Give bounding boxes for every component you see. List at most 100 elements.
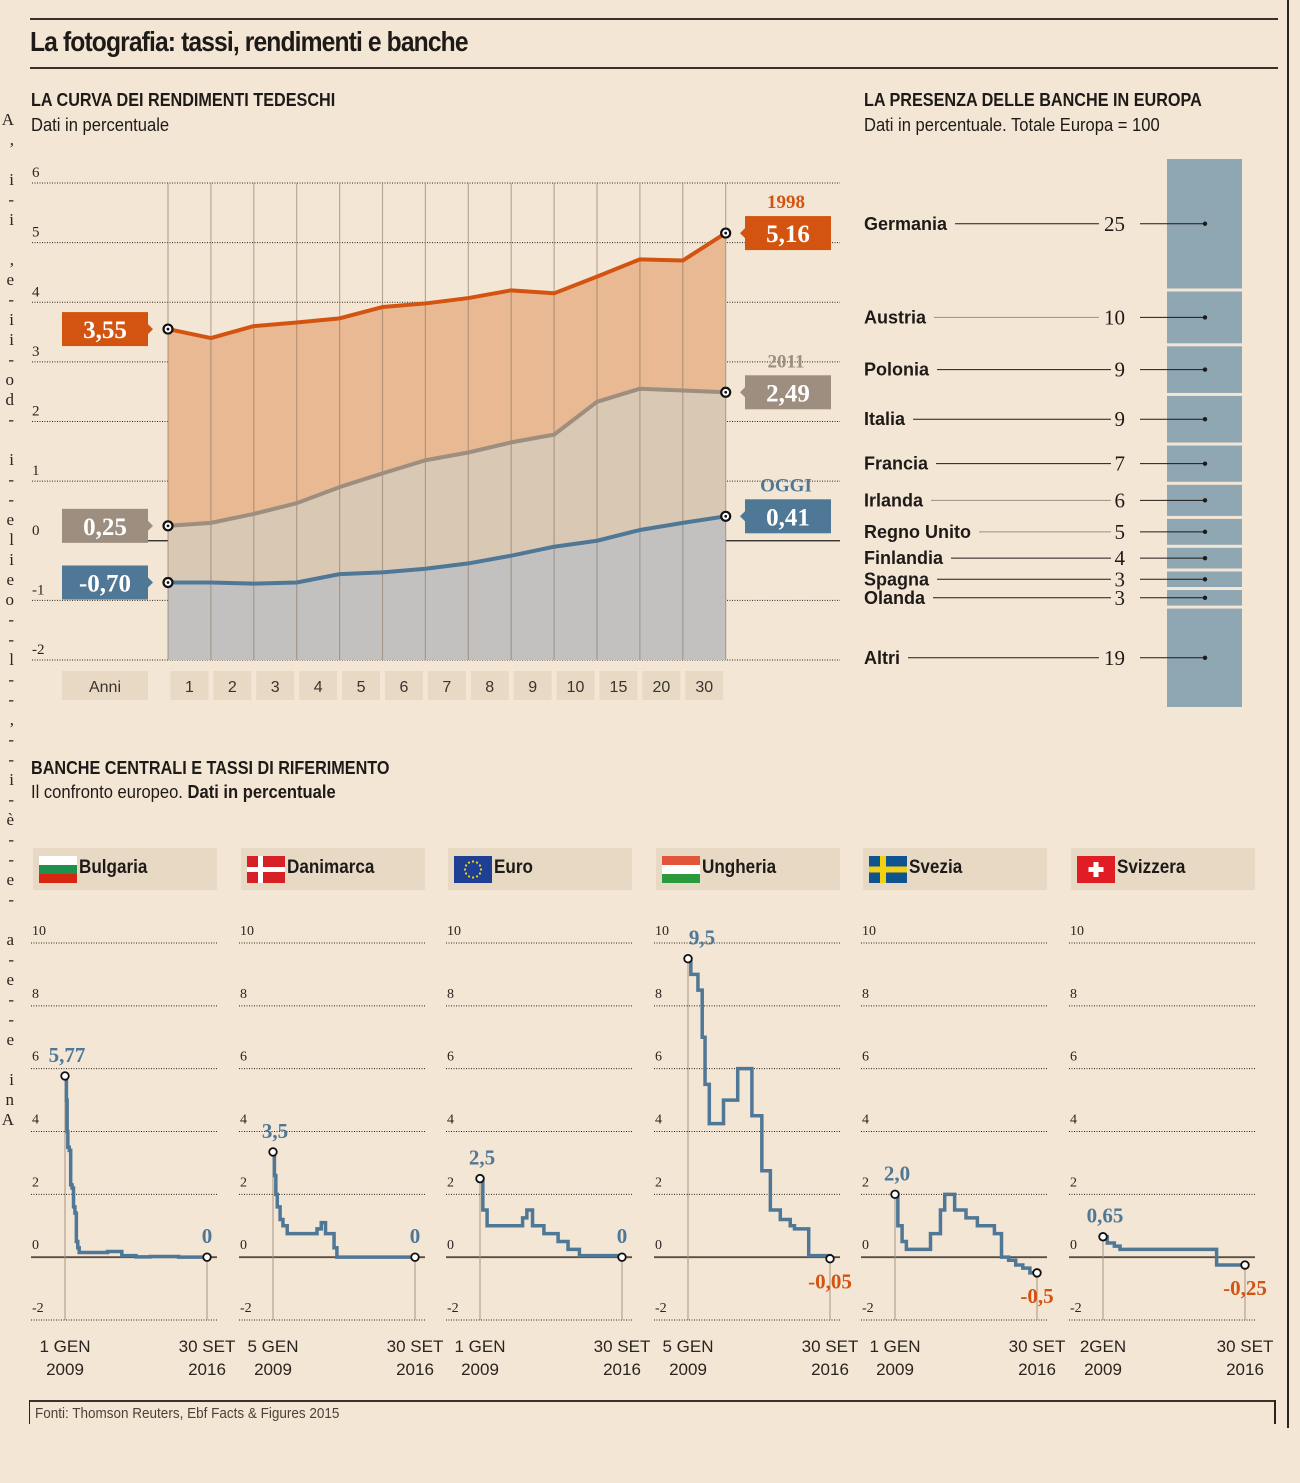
y-tick-label: 5 xyxy=(32,225,40,241)
end-value-box xyxy=(745,375,831,410)
start-value-label: 3,55 xyxy=(83,317,127,344)
adjacent-article-fragment: A , i - i , e - i i - o d - i - - e l i … xyxy=(1,110,14,1129)
start-value-box xyxy=(62,312,148,347)
series-name-1998: 1998 xyxy=(767,192,805,213)
bank-country-label: Austria xyxy=(864,307,927,327)
rate-chart-euro: 10 8 6 4 2 0 -2 2,5 0 1 GEN 2009 30 SET 2016 xyxy=(446,924,650,1379)
y-tick-label: 4 xyxy=(1070,1113,1077,1128)
y-tick-label: 6 xyxy=(655,1050,662,1065)
rate-endpoint-marker xyxy=(682,954,693,964)
subtitle-plain: Il confronto europeo. xyxy=(31,782,183,802)
y-tick-label: 2 xyxy=(1070,1175,1077,1190)
end-year-label: 2016 xyxy=(603,1360,641,1379)
line-2011 xyxy=(167,386,726,528)
line-1998 xyxy=(167,231,727,341)
rate-endpoint-marker xyxy=(617,1252,627,1262)
y-tick-label: 0 xyxy=(1070,1238,1077,1253)
y-tick-label: 4 xyxy=(240,1113,247,1128)
pointer-dot xyxy=(1202,315,1208,320)
endpoint-marker-dot xyxy=(166,524,170,528)
start-value-label: 2,5 xyxy=(469,1146,495,1170)
endpoint-marker-dot xyxy=(724,514,728,518)
subtitle-bold: Dati in percentuale xyxy=(187,782,336,802)
end-year-label: 2016 xyxy=(811,1360,849,1379)
series-name-oggi: OGGI xyxy=(760,475,812,496)
y-tick-label: 2 xyxy=(240,1175,247,1190)
start-value-pointer xyxy=(148,520,153,531)
bank-value-label: 6 xyxy=(1115,488,1126,512)
pointer-dot xyxy=(1202,655,1208,660)
end-value-box xyxy=(745,499,831,534)
rate-endpoint-marker xyxy=(824,1254,835,1264)
rate-endpoint-marker xyxy=(1032,1268,1042,1278)
footer-rule xyxy=(30,1400,1276,1402)
eu-flag-icon xyxy=(454,856,492,883)
pointer-dot xyxy=(1202,577,1208,582)
start-value-label: 9,5 xyxy=(688,926,714,950)
line-oggi xyxy=(168,514,727,586)
x-category-box xyxy=(384,671,423,700)
start-value-label: 5,77 xyxy=(49,1043,86,1067)
bulgaria-flag-icon xyxy=(39,856,77,883)
end-value-box xyxy=(745,216,831,251)
y-tick-label: 2 xyxy=(32,1175,39,1190)
y-tick-label: 4 xyxy=(447,1113,454,1128)
title-rule xyxy=(30,67,1278,69)
x-axis-label-box xyxy=(62,671,148,700)
rate-endpoint-marker xyxy=(1097,1232,1108,1242)
yield-chart-title: LA CURVA DEI RENDIMENTI TEDESCHI xyxy=(31,90,336,110)
bank-value-label: 9 xyxy=(1115,358,1126,382)
y-tick-label: 10 xyxy=(862,924,876,939)
panel-header-svizzera: Svizzera xyxy=(1070,848,1255,890)
start-date-label: 5 GEN xyxy=(247,1337,298,1356)
endpoint-marker-dot xyxy=(724,231,728,235)
rate-line xyxy=(480,1176,624,1258)
rate-line xyxy=(1102,1234,1245,1267)
panel-header-bulgaria: Bulgaria xyxy=(33,848,217,890)
rate-endpoint-marker xyxy=(1239,1260,1250,1270)
bank-country-label: Olanda xyxy=(864,588,926,608)
end-year-label: 2016 xyxy=(1226,1360,1264,1379)
y-tick-label: 4 xyxy=(862,1113,869,1128)
bank-value-label: 19 xyxy=(1104,646,1125,670)
bank-country-label: Italia xyxy=(864,409,906,429)
y-tick-label: -1 xyxy=(32,582,45,598)
x-category-box xyxy=(513,671,552,700)
y-tick-label: 4 xyxy=(32,1113,39,1128)
x-tick-label: 10 xyxy=(567,679,585,696)
endpoint-marker-dot xyxy=(724,390,728,394)
start-value-label: 3,5 xyxy=(261,1119,287,1143)
area-oggi xyxy=(168,516,726,660)
end-date-label: 30 SET xyxy=(1216,1337,1273,1356)
end-value-label: -0,05 xyxy=(808,1270,852,1294)
y-tick-label: -2 xyxy=(1070,1301,1082,1316)
footer-left-tick xyxy=(29,1400,30,1424)
panel-country-name: Danimarca xyxy=(286,857,374,878)
rate-endpoint-marker xyxy=(60,1071,70,1081)
y-tick-label: 2 xyxy=(32,404,40,420)
x-tick-label: 1 xyxy=(185,679,194,696)
bank-value-label: 4 xyxy=(1115,546,1126,570)
yield-chart-subtitle: Dati in percentuale xyxy=(31,115,170,135)
y-tick-label: 0 xyxy=(32,523,40,539)
x-tick-label: 2 xyxy=(228,679,237,696)
end-value-label: 5,16 xyxy=(766,221,810,248)
y-tick-label: 1 xyxy=(32,463,40,479)
bank-country-label: Regno Unito xyxy=(864,522,971,542)
bank-country-label: Irlanda xyxy=(864,490,924,510)
pointer-dot xyxy=(1202,498,1208,503)
y-tick-label: 0 xyxy=(447,1238,454,1253)
y-tick-label: 6 xyxy=(862,1050,869,1065)
top-rule xyxy=(30,18,1278,20)
right-border xyxy=(1287,0,1289,1428)
y-tick-label: 10 xyxy=(1070,924,1084,939)
page-title: La fotografia: tassi, rendimenti e banch… xyxy=(30,26,469,57)
start-year-label: 2009 xyxy=(669,1360,707,1379)
y-tick-label: 10 xyxy=(32,924,46,939)
x-tick-label: 5 xyxy=(357,679,366,696)
start-year-label: 2009 xyxy=(46,1360,84,1379)
end-value-label: 0 xyxy=(409,1224,420,1248)
rate-endpoint-marker xyxy=(475,1173,485,1184)
end-value-label: 0 xyxy=(202,1224,213,1248)
panel-header-danimarca: Danimarca xyxy=(240,848,425,890)
